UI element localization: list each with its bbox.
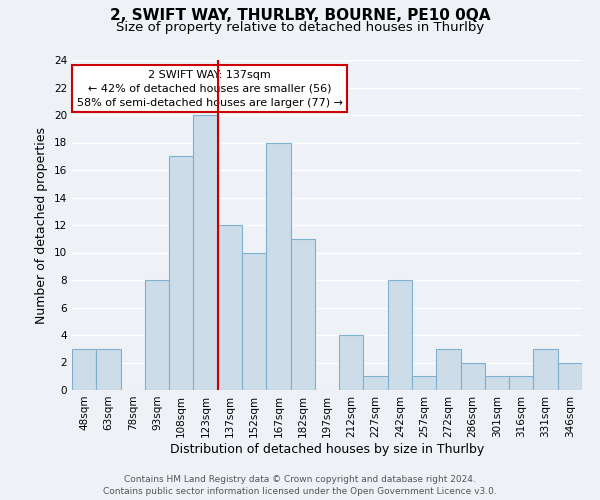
Bar — [290, 239, 315, 390]
Bar — [145, 280, 169, 390]
Y-axis label: Number of detached properties: Number of detached properties — [35, 126, 49, 324]
Bar — [364, 376, 388, 390]
Bar — [533, 349, 558, 390]
Bar — [412, 376, 436, 390]
Bar — [193, 115, 218, 390]
X-axis label: Distribution of detached houses by size in Thurlby: Distribution of detached houses by size … — [170, 442, 484, 456]
Bar — [509, 376, 533, 390]
Bar — [96, 349, 121, 390]
Text: Contains HM Land Registry data © Crown copyright and database right 2024.
Contai: Contains HM Land Registry data © Crown c… — [103, 474, 497, 496]
Text: Size of property relative to detached houses in Thurlby: Size of property relative to detached ho… — [116, 21, 484, 34]
Bar — [218, 225, 242, 390]
Bar — [169, 156, 193, 390]
Bar — [461, 362, 485, 390]
Bar — [436, 349, 461, 390]
Bar — [339, 335, 364, 390]
Bar — [558, 362, 582, 390]
Bar — [388, 280, 412, 390]
Bar — [242, 252, 266, 390]
Text: 2 SWIFT WAY: 137sqm
← 42% of detached houses are smaller (56)
58% of semi-detach: 2 SWIFT WAY: 137sqm ← 42% of detached ho… — [77, 70, 343, 108]
Bar — [485, 376, 509, 390]
Bar — [266, 142, 290, 390]
Text: 2, SWIFT WAY, THURLBY, BOURNE, PE10 0QA: 2, SWIFT WAY, THURLBY, BOURNE, PE10 0QA — [110, 8, 490, 22]
Bar — [72, 349, 96, 390]
